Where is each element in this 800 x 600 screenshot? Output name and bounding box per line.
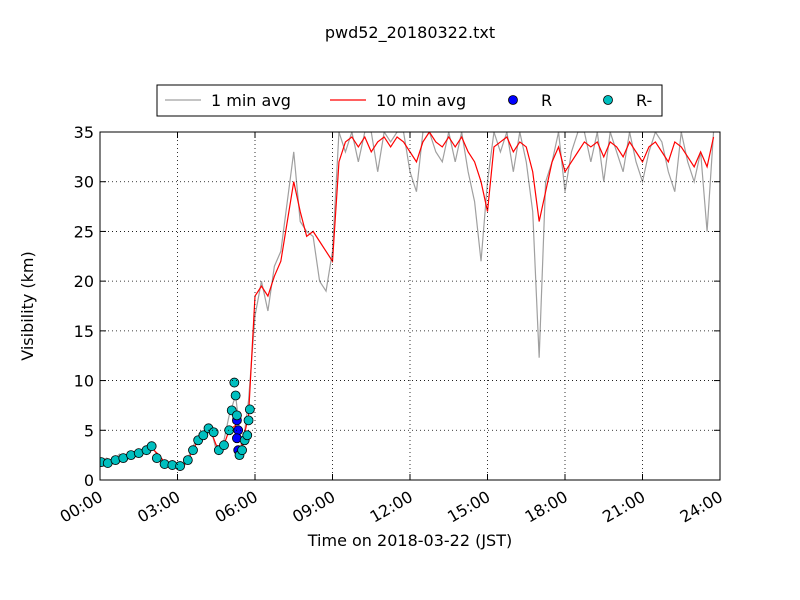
data-point [219,440,229,451]
y-tick-label: 30 [74,173,94,192]
x-tick-label: 21:00 [599,487,648,527]
data-point [229,377,240,388]
x-tick-label: 24:00 [677,487,726,527]
y-tick-label: 5 [84,421,94,440]
x-tick-label: 18:00 [522,487,571,527]
data-point [243,415,254,426]
legend-label: R [541,91,552,110]
y-axis-label: Visibility (km) [18,251,37,360]
legend-label: 1 min avg [211,91,291,110]
x-tick-label: 06:00 [212,487,261,527]
data-point [244,404,255,415]
data-point [232,410,242,421]
y-tick-label: 15 [74,322,94,341]
data-point [175,461,185,471]
data-point [242,430,253,441]
plot-area [100,132,715,471]
data-point [230,390,241,401]
data-point [146,441,157,452]
y-tick-label: 10 [74,372,94,391]
data-point [208,427,219,438]
x-axis-label: Time on 2018-03-22 (JST) [307,531,512,550]
x-tick-label: 09:00 [289,487,338,527]
data-point [198,430,209,441]
x-tick-label: 00:00 [57,487,106,527]
chart-title: pwd52_20180322.txt [325,23,495,43]
legend-label: 10 min avg [376,91,466,110]
y-tick-label: 35 [74,123,94,142]
data-point [188,445,198,456]
y-tick-label: 0 [84,471,94,490]
data-point [237,445,247,456]
legend-box [156,84,663,117]
legend-swatch [508,95,518,105]
data-point [233,425,244,436]
legend-swatch [603,95,613,105]
x-tick-label: 03:00 [134,487,183,527]
data-point [151,453,162,464]
legend-label: R- [636,91,652,110]
y-tick-label: 25 [74,222,94,241]
data-line [100,132,715,469]
data-point [182,455,193,466]
x-tick-label: 15:00 [444,487,493,527]
x-tick-label: 12:00 [367,487,416,527]
y-tick-label: 20 [74,272,94,291]
